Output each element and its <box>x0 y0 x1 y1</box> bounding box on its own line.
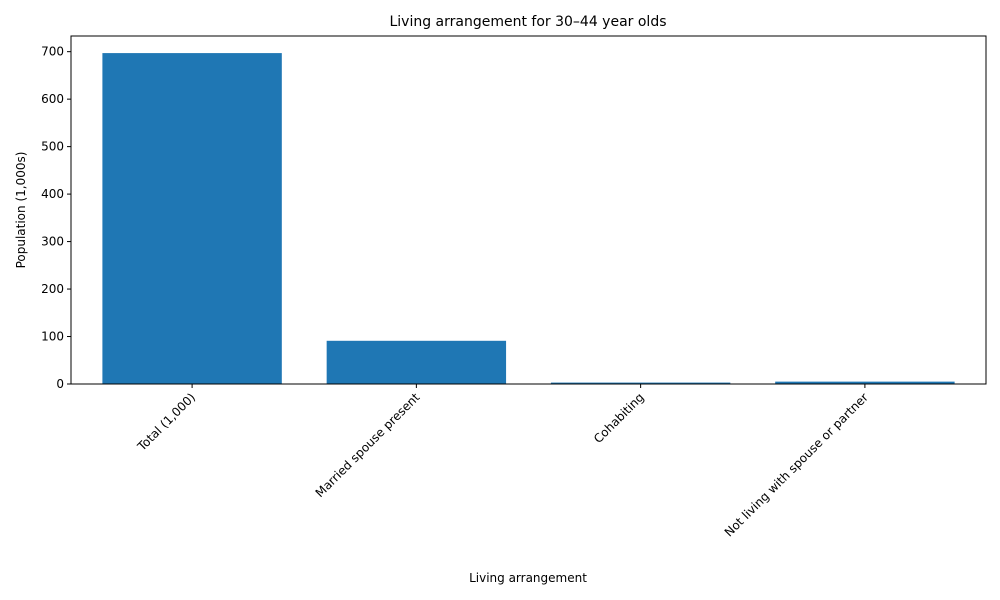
y-tick-label: 0 <box>56 377 64 391</box>
y-axis-ticks: 0 100 200 300 400 500 600 700 <box>41 45 71 391</box>
x-axis-ticks: Total (1,000) Married spouse present Cohab… <box>134 384 871 540</box>
bar-2 <box>550 382 731 384</box>
x-tick-label: Total (1,000) <box>134 390 198 454</box>
bars-group <box>102 53 955 385</box>
y-axis-label: Population (1,000s) <box>14 152 28 269</box>
x-tick-label: Married spouse present <box>313 390 423 500</box>
y-tick-label: 700 <box>41 45 64 59</box>
chart-title: Living arrangement for 30–44 year olds <box>389 14 666 30</box>
y-tick-label: 100 <box>41 330 64 344</box>
x-axis-label: Living arrangement <box>469 571 587 585</box>
bar-0 <box>102 53 282 385</box>
y-tick-label: 400 <box>41 187 64 201</box>
y-tick-label: 600 <box>41 92 64 106</box>
y-tick-label: 500 <box>41 140 64 154</box>
x-tick-label: Not living with spouse or partner <box>722 390 871 539</box>
y-tick-label: 300 <box>41 235 64 249</box>
bar-1 <box>326 340 507 384</box>
bar-3 <box>775 381 955 384</box>
x-tick-label: Cohabiting <box>591 390 647 446</box>
plot-frame <box>70 35 987 385</box>
y-tick-label: 200 <box>41 282 64 296</box>
